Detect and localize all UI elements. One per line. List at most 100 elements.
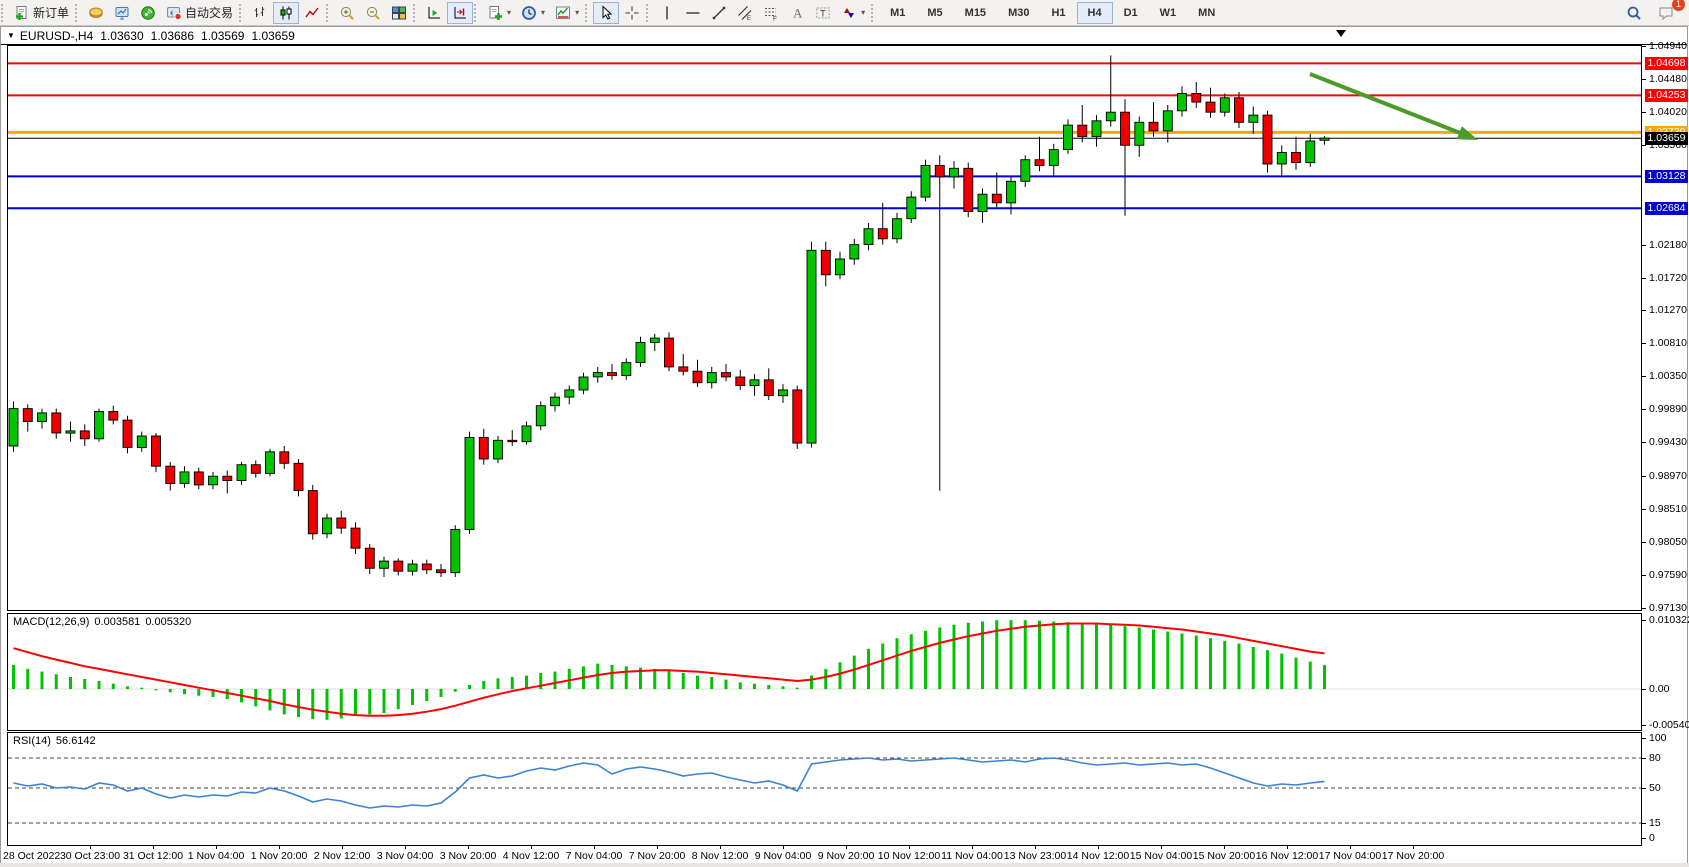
axis-tick-mark (846, 846, 847, 849)
axis-tick-mark (531, 846, 532, 849)
indicators-button[interactable]: ▾ (550, 2, 584, 24)
support-price-badge: 1.02684 (1645, 202, 1688, 215)
chart-shift-icon (452, 5, 468, 21)
time-tick-label: 11 Nov 04:00 (941, 850, 1003, 862)
timeframe-mn[interactable]: MN (1187, 2, 1226, 24)
toolbar-group: 自动交易 (83, 0, 238, 26)
toolbar-group-grip (75, 3, 82, 22)
bar-chart-button[interactable] (247, 2, 273, 24)
notification-count-badge: 1 (1672, 0, 1685, 11)
auto-scroll-button[interactable] (421, 2, 447, 24)
timeframe-m5[interactable]: M5 (916, 2, 953, 24)
arrows-icon (841, 5, 857, 21)
price-tick-label: 15 (1649, 817, 1661, 829)
chevron-down-icon[interactable]: ▾ (575, 8, 580, 17)
cursor-button[interactable] (593, 1, 620, 24)
label-button[interactable]: T (810, 2, 836, 24)
toolbar-group-grip (646, 3, 653, 22)
price-tick-label: 100 (1649, 732, 1667, 744)
trend-arrow[interactable] (1309, 72, 1474, 140)
time-tick-label: 3 Nov 04:00 (376, 850, 434, 862)
time-tick-label: 1 Nov 20:00 (250, 850, 308, 862)
time-tick-label: 7 Nov 20:00 (628, 850, 686, 862)
metaeditor-button[interactable] (83, 2, 109, 24)
time-tick-label: 28 Oct 2022 (3, 850, 61, 862)
tile-windows-icon (391, 5, 407, 21)
new-chart-button[interactable]: ▾ (482, 2, 516, 24)
axis-tick-mark (1035, 846, 1036, 849)
crosshair-button[interactable] (619, 2, 645, 24)
toolbar-group-grip (413, 3, 420, 22)
timeframe-m30[interactable]: M30 (997, 2, 1040, 24)
timeframe-m15[interactable]: M15 (954, 2, 997, 24)
timeframe-w1-label: W1 (1159, 6, 1177, 19)
toolbar-group: 新订单 (9, 0, 74, 26)
time-tick-label: 31 Oct 12:00 (122, 850, 184, 862)
axis-tick-mark (1224, 846, 1225, 849)
toolbar-group (421, 0, 474, 26)
time-axis[interactable]: 28 Oct 2022 30 Oct 23:00 31 Oct 12:00 1 Nov… (3, 846, 1657, 864)
new-order-button[interactable]: 新订单 (9, 2, 74, 24)
new-order-button-label: 新订单 (33, 6, 70, 20)
timeframe-d1[interactable]: D1 (1113, 2, 1149, 24)
axis-tick-mark (1642, 542, 1646, 543)
timeframe-m1[interactable]: M1 (879, 2, 916, 24)
market-depth-button[interactable] (109, 2, 135, 24)
macd-panel-canvas[interactable]: MACD(12,26,9) 0.003581 0.005320 (7, 613, 1642, 731)
timeframe-h4[interactable]: H4 (1076, 1, 1113, 24)
period-clock-button[interactable]: ▾ (516, 2, 550, 24)
price-tick-label: 0.98510 (1649, 503, 1687, 515)
main-chart-canvas[interactable] (7, 45, 1642, 611)
chevron-down-icon[interactable]: ▾ (861, 8, 866, 17)
axis-tick-mark (1642, 620, 1646, 621)
autotrading-button[interactable]: 自动交易 (161, 2, 238, 24)
svg-text:A: A (793, 5, 803, 20)
signals-button[interactable] (135, 2, 161, 24)
green-signal-icon (140, 5, 156, 21)
axis-tick-mark (1642, 738, 1646, 739)
toolbar-group-grip (585, 3, 592, 22)
axis-tick-mark (1642, 442, 1646, 443)
notifications-button[interactable] (1653, 2, 1679, 24)
axis-tick-mark (1642, 376, 1646, 377)
zoom-out-icon (365, 5, 381, 21)
chart-close-value: 1.03659 (251, 28, 295, 43)
zoom-out-button[interactable] (360, 2, 386, 24)
timeframe-w1[interactable]: W1 (1149, 2, 1188, 24)
tile-windows-button[interactable] (386, 2, 412, 24)
chart-low-value: 1.03569 (201, 28, 245, 43)
channel-button[interactable]: E (732, 2, 758, 24)
arrows-button[interactable]: ▾ (836, 2, 870, 24)
autotrading-icon (166, 5, 182, 21)
price-tick-label: 80 (1649, 752, 1661, 764)
axis-tick-mark (468, 846, 469, 849)
axis-tick-mark (1642, 145, 1646, 146)
axis-tick-mark (1642, 758, 1646, 759)
price-axis[interactable]: 1.04940 1.04480 1.04020 1.03560 1.02180 1.017… (1642, 0, 1689, 867)
current-price-badge: 1.03659 (1645, 132, 1688, 145)
time-tick-label: 17 Nov 20:00 (1381, 850, 1445, 862)
support-price-badge: 1.03128 (1645, 170, 1688, 183)
chevron-down-icon[interactable]: ▾ (541, 8, 546, 17)
timeframe-h1[interactable]: H1 (1040, 2, 1076, 24)
fibonacci-button[interactable]: F (758, 2, 784, 24)
axis-tick-mark (1642, 725, 1646, 726)
one-click-trading-toggle-icon[interactable]: ▼ (7, 31, 15, 40)
vertical-line-button[interactable] (654, 2, 680, 24)
price-tick-label: 1.04480 (1649, 73, 1687, 85)
chevron-down-icon[interactable]: ▾ (507, 8, 512, 17)
chart-shift-marker-icon[interactable] (1336, 30, 1346, 37)
zoom-in-button[interactable] (334, 2, 360, 24)
horizontal-line-button[interactable] (680, 2, 706, 24)
line-chart-button[interactable] (299, 2, 325, 24)
time-tick-label: 4 Nov 12:00 (502, 850, 560, 862)
toolbar-group-grip (1, 3, 8, 22)
chart-shift-button[interactable] (447, 1, 474, 24)
trendline-button[interactable] (706, 2, 732, 24)
rsi-panel-canvas[interactable]: RSI(14) 56.6142 (7, 732, 1642, 846)
candlestick-chart-button[interactable] (273, 1, 300, 24)
axis-tick-mark (594, 846, 595, 849)
text-button[interactable]: A (784, 2, 810, 24)
search-button[interactable] (1621, 2, 1647, 24)
axis-tick-mark (1642, 476, 1646, 477)
